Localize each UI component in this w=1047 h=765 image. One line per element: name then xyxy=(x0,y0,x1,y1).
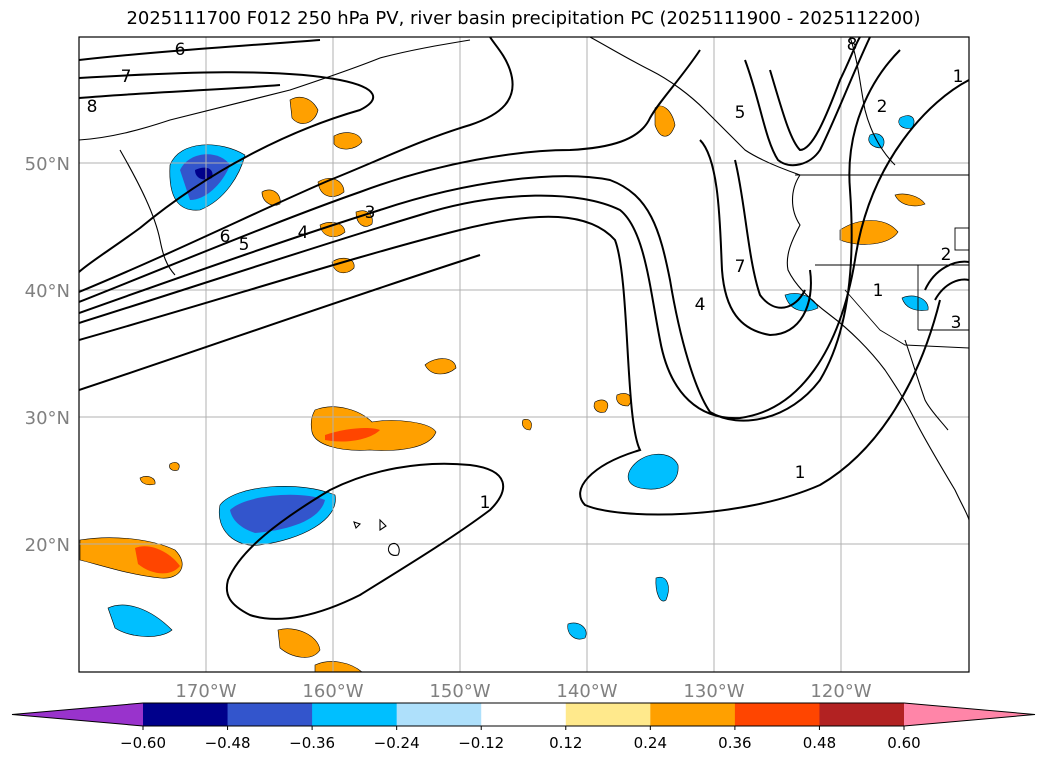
colorbar-tick-label: −0.36 xyxy=(289,734,335,752)
colorbar-tick-label: 0.48 xyxy=(803,734,836,752)
colorbar: −0.60 −0.48 −0.36 −0.24 −0.12 0.12 0.24 0.36 0.4… xyxy=(11,702,1036,752)
lon-label: 140°W xyxy=(556,681,617,702)
lat-label: 40°N xyxy=(25,281,70,302)
colorbar-swatch xyxy=(565,703,651,726)
lon-label: 120°W xyxy=(810,681,871,702)
contour-label: 2 xyxy=(941,245,952,265)
contour-label: 5 xyxy=(735,103,746,123)
colorbar-tick-label: 0.24 xyxy=(634,734,667,752)
gridlines xyxy=(79,37,969,672)
lat-labels: 50°N 40°N 30°N 20°N xyxy=(25,154,70,556)
colorbar-swatch xyxy=(143,703,229,726)
colorbar-swatch xyxy=(312,703,398,726)
contour-label: 5 xyxy=(239,235,250,255)
lon-label: 150°W xyxy=(429,681,490,702)
contour-label: 2 xyxy=(877,97,888,117)
colorbar-swatch xyxy=(227,703,313,726)
colorbar-tick-label: −0.24 xyxy=(374,734,420,752)
borders xyxy=(795,174,969,349)
contour-label: 3 xyxy=(365,203,376,223)
lon-labels: 170°W 160°W 150°W 140°W 130°W 120°W xyxy=(175,681,871,702)
colorbar-extend-high xyxy=(904,703,1035,726)
colorbar-swatch xyxy=(481,703,567,726)
colorbar-tick-label: −0.12 xyxy=(458,734,504,752)
map-title: 2025111700 F012 250 hPa PV, river basin … xyxy=(126,8,921,29)
lon-label: 130°W xyxy=(683,681,744,702)
colorbar-swatch xyxy=(650,703,736,726)
contour-label: 1 xyxy=(795,463,806,483)
map-border xyxy=(78,36,970,673)
colorbar-swatch xyxy=(734,703,820,726)
contour-label: 7 xyxy=(735,257,746,277)
contour-label: 1 xyxy=(873,281,884,301)
pv-contours xyxy=(79,37,969,620)
colorbar-swatch xyxy=(819,703,905,726)
contour-label: 8 xyxy=(87,97,98,117)
lon-label: 170°W xyxy=(175,681,236,702)
coastlines xyxy=(79,37,969,556)
contour-label: 1 xyxy=(480,493,491,513)
contour-label: 8 xyxy=(847,35,858,55)
contour-labels: 6 7 8 6 5 4 3 4 5 7 8 2 1 2 1 3 1 1 xyxy=(87,35,964,513)
colorbar-extend-low xyxy=(12,703,143,726)
colorbar-tick-label: 0.36 xyxy=(718,734,751,752)
lon-label: 160°W xyxy=(302,681,363,702)
contour-label: 3 xyxy=(951,313,962,333)
contour-label: 4 xyxy=(298,223,309,243)
contour-label: 4 xyxy=(695,295,706,315)
colorbar-tick-label: 0.60 xyxy=(887,734,920,752)
contour-label: 6 xyxy=(220,227,231,247)
lat-label: 20°N xyxy=(25,535,70,556)
colorbar-swatch xyxy=(396,703,482,726)
lat-label: 30°N xyxy=(25,408,70,429)
contour-label: 1 xyxy=(953,67,964,87)
colorbar-tick-label: 0.12 xyxy=(549,734,582,752)
lat-label: 50°N xyxy=(25,154,70,175)
map-panel: 6 7 8 6 5 4 3 4 5 7 8 2 1 2 1 3 1 1 xyxy=(79,35,969,672)
contour-label: 7 xyxy=(121,67,132,87)
colorbar-tick-label: −0.60 xyxy=(120,734,166,752)
colorbar-tick-label: −0.48 xyxy=(205,734,251,752)
contour-label: 6 xyxy=(175,40,186,60)
